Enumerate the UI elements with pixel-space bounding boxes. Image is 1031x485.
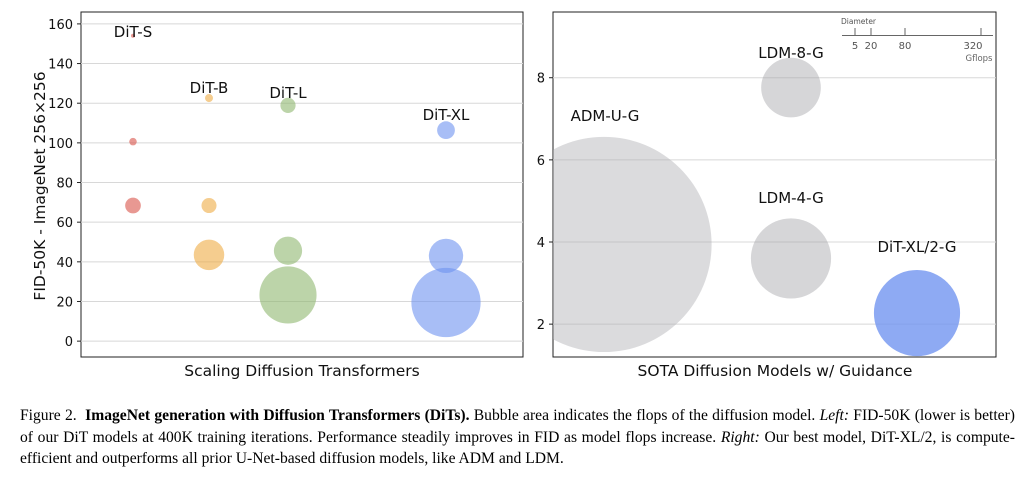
left-series-labels: DiT-S DiT-B DiT-L DiT-XL [114, 23, 470, 124]
size-legend: Diameter 5 20 80 320 Gflops [841, 17, 993, 64]
bubble-dit-xl-3 [411, 267, 481, 338]
bubble-dit-xl-2-g [873, 269, 961, 357]
size-legend-label-80: 80 [899, 41, 912, 52]
left-tick-label-160: 160 [48, 18, 73, 33]
size-legend-label-5: 5 [852, 41, 858, 52]
series-label-dit-s: DiT-S [114, 23, 152, 41]
size-legend-label-20: 20 [865, 41, 878, 52]
bubble-dit-s-2 [129, 137, 137, 146]
bubble-dit-b-3 [193, 239, 225, 271]
bubble-ldm-4-g [750, 218, 832, 299]
right-chart-frame [552, 11, 997, 358]
left-tick-label-120: 120 [48, 97, 73, 112]
bubble-dit-b-1 [204, 94, 214, 103]
bubble-label-ldm-4-g: LDM-4-G [758, 189, 823, 207]
left-bubbles [125, 33, 481, 338]
caption-right-label: Right: [720, 428, 760, 446]
series-label-dit-l: DiT-L [269, 84, 307, 102]
size-legend-unit: Gflops [966, 54, 994, 64]
bubble-dit-b-2 [201, 197, 217, 214]
caption-text-3: Our best model, DiT-XL/2, is compute-eff… [20, 428, 1015, 468]
left-y-axis-label: FID-50K - ImageNet 256×256 [31, 71, 49, 300]
size-legend-label-320: 320 [963, 41, 982, 52]
series-label-dit-xl: DiT-XL [423, 106, 470, 124]
series-label-dit-b: DiT-B [190, 79, 229, 97]
right-tick-label-2: 2 [537, 318, 545, 333]
left-tick-label-60: 60 [56, 216, 73, 231]
caption-text-2: FID-50K (lower is better) of our DiT mod… [20, 407, 1015, 446]
left-tick-label-20: 20 [56, 295, 73, 310]
right-chart-title: SOTA Diffusion Models w/ Guidance [638, 362, 913, 380]
left-tick-label-0: 0 [65, 335, 73, 350]
bubble-label-adm-u-g: ADM-U-G [571, 107, 640, 125]
right-chart: 2 4 6 8 ADM-U-G LDM-8-G LDM-4-G DiT-XL/2-G Dia… [537, 11, 997, 380]
caption-text-1: Bubble area indicates the flops of the d… [469, 407, 820, 424]
bubble-dit-l-3 [259, 266, 317, 324]
caption-bold-title: ImageNet generation with Diffusion Trans… [85, 407, 470, 424]
bubble-ldm-8-g [761, 57, 821, 118]
caption-left-label: Left: [819, 407, 850, 424]
bubble-dit-l-1 [280, 97, 296, 113]
right-tick-label-8: 8 [537, 72, 545, 87]
right-tick-label-4: 4 [537, 236, 545, 251]
left-tick-label-40: 40 [56, 256, 73, 271]
bubble-dit-s-1 [130, 33, 136, 38]
bubble-dit-l-2 [273, 236, 303, 265]
left-chart-frame [80, 11, 524, 358]
bubble-dit-xl-1 [437, 121, 455, 140]
bubble-dit-s-3 [125, 197, 141, 214]
bubble-label-dit-xl-2-g: DiT-XL/2-G [878, 238, 957, 256]
left-tick-label-80: 80 [56, 177, 73, 192]
bubble-dit-xl-2 [428, 238, 464, 274]
right-bubbles [553, 57, 961, 357]
size-legend-title: Diameter [841, 17, 877, 26]
right-bubble-labels: ADM-U-G LDM-8-G LDM-4-G DiT-XL/2-G [571, 44, 957, 256]
left-tick-label-100: 100 [48, 137, 73, 152]
left-tick-label-140: 140 [48, 58, 73, 73]
right-y-ticks: 2 4 6 8 [537, 72, 553, 333]
caption-fig-label: Figure 2. [20, 407, 77, 424]
figure-caption: Figure 2. ImageNet generation with Diffu… [20, 405, 1015, 470]
bubble-adm-u-g [553, 136, 712, 353]
left-chart-title: Scaling Diffusion Transformers [184, 362, 420, 380]
right-tick-label-6: 6 [537, 154, 545, 169]
bubble-label-ldm-8-g: LDM-8-G [758, 44, 823, 62]
left-y-ticks: 0 20 40 60 80 100 120 140 160 [48, 18, 81, 350]
